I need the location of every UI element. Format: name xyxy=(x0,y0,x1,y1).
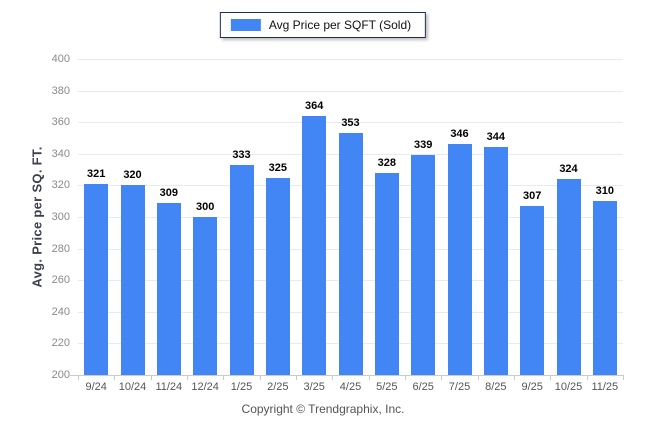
copyright-text: Copyright © Trendgraphix, Inc. xyxy=(241,402,405,416)
x-axis-tick xyxy=(332,375,334,380)
bar xyxy=(411,155,436,375)
bar xyxy=(520,205,545,375)
x-axis-tick xyxy=(187,375,188,380)
y-tick-label: 220 xyxy=(51,337,70,350)
y-tick-label: 340 xyxy=(51,147,70,160)
legend: Avg Price per SQFT (Sold) xyxy=(219,12,427,38)
bar-value-label: 333 xyxy=(232,148,251,161)
bar-value-label: 339 xyxy=(413,139,433,152)
gridline xyxy=(78,122,623,124)
bar xyxy=(84,183,109,375)
x-axis-tick xyxy=(405,375,406,380)
x-tick-label: 5/25 xyxy=(376,381,398,393)
legend-swatch-icon xyxy=(230,19,261,31)
bar-value-label: 309 xyxy=(159,186,178,199)
bar-value-label: 320 xyxy=(123,169,142,182)
bar xyxy=(193,217,218,375)
bar-value-label: 324 xyxy=(559,163,578,176)
x-axis-tick xyxy=(223,375,225,380)
x-tick-label: 12/24 xyxy=(191,381,219,393)
legend-label: Avg Price per SQFT (Sold) xyxy=(268,18,412,32)
x-tick-label: 7/25 xyxy=(448,381,471,393)
x-axis-line xyxy=(70,375,623,376)
y-tick-label: 360 xyxy=(51,116,70,129)
bar-value-label: 300 xyxy=(195,201,215,213)
x-tick-label: 2/25 xyxy=(267,381,289,393)
x-tick-label: 9/24 xyxy=(85,381,107,393)
x-tick-label: 11/25 xyxy=(591,381,619,393)
x-axis-tick xyxy=(259,375,261,380)
y-tick-label: 320 xyxy=(51,179,70,192)
bar-value-label: 346 xyxy=(450,128,469,141)
gridline xyxy=(78,90,623,92)
y-tick-label: 200 xyxy=(51,369,70,381)
y-tick-label: 240 xyxy=(51,305,70,318)
x-axis-tick xyxy=(296,375,297,380)
x-tick-label: 9/25 xyxy=(521,381,543,393)
bar xyxy=(556,179,581,375)
x-tick-label: 8/25 xyxy=(485,381,507,393)
y-tick-label: 380 xyxy=(51,84,70,97)
x-tick-label: 3/25 xyxy=(303,381,325,393)
bar xyxy=(592,201,617,375)
x-axis-tick xyxy=(514,375,515,380)
bar xyxy=(338,133,363,375)
y-tick-label: 300 xyxy=(51,211,70,223)
x-axis-tick xyxy=(441,375,443,380)
x-axis-tick xyxy=(114,375,116,380)
gridline xyxy=(78,59,623,60)
y-tick-label: 260 xyxy=(51,274,70,287)
y-tick-label: 400 xyxy=(51,53,70,65)
bar xyxy=(120,185,145,375)
bar-value-label: 321 xyxy=(86,167,106,180)
x-axis-tick xyxy=(368,375,370,380)
bar xyxy=(229,164,254,375)
x-axis-tick xyxy=(550,375,552,380)
x-axis-tick xyxy=(78,375,79,380)
bar xyxy=(156,202,181,375)
bar xyxy=(265,177,290,375)
x-axis-tick xyxy=(623,375,624,380)
bar xyxy=(302,115,327,375)
bar-value-label: 307 xyxy=(522,189,542,202)
x-tick-label: 10/25 xyxy=(554,381,583,393)
bar xyxy=(374,172,399,375)
x-tick-label: 4/25 xyxy=(339,381,362,393)
bar-value-label: 328 xyxy=(377,156,396,169)
x-tick-label: 1/25 xyxy=(230,381,253,393)
bar-value-label: 310 xyxy=(595,185,614,198)
bar xyxy=(483,147,508,375)
y-tick-label: 280 xyxy=(51,242,70,255)
bar-value-label: 325 xyxy=(268,161,287,174)
bar-value-label: 344 xyxy=(486,131,505,144)
bar-value-label: 353 xyxy=(341,117,360,130)
x-axis-tick xyxy=(586,375,588,380)
x-axis-tick xyxy=(150,375,152,380)
bar xyxy=(447,144,472,375)
x-tick-label: 10/24 xyxy=(118,381,147,393)
x-tick-label: 6/25 xyxy=(412,381,434,393)
bar-value-label: 364 xyxy=(304,99,324,112)
x-tick-label: 11/24 xyxy=(155,381,183,393)
x-axis-tick xyxy=(477,375,479,380)
plot-area: 321 320 309 300 333 325 364 353 328 339 346 344 307 3… xyxy=(70,59,623,376)
